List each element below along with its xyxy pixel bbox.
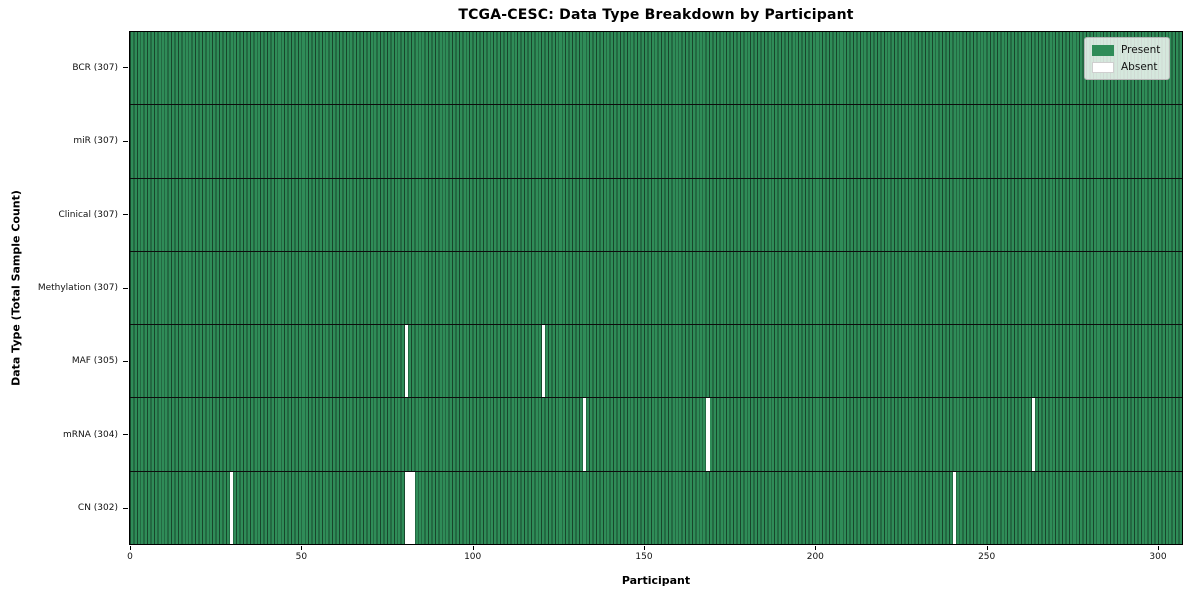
absent-bar	[582, 398, 587, 471]
x-axis: 0 50 100 150 200 250 300	[127, 546, 1182, 572]
x-tick-mark	[986, 546, 988, 550]
y-tick-mark	[123, 434, 128, 436]
x-tick-mark	[130, 546, 131, 550]
y-tick-label: MAF (305)	[71, 356, 118, 367]
x-tick-mark	[301, 546, 303, 550]
chart-title: TCGA-CESC: Data Type Breakdown by Partic…	[458, 7, 854, 23]
heatmap-row-cn	[130, 471, 1182, 544]
present-swatch	[1092, 44, 1114, 56]
y-tick-mark	[123, 287, 128, 289]
absent-swatch	[1092, 61, 1114, 73]
absent-bar	[408, 471, 412, 544]
x-tick-mark	[472, 546, 474, 550]
absent-bar	[404, 471, 408, 544]
y-tick-label: BCR (307)	[72, 62, 118, 73]
x-tick-mark	[644, 546, 645, 550]
x-tick-label: 100	[464, 552, 482, 562]
x-axis-title: Participant	[621, 574, 691, 587]
legend-label-absent: Absent	[1121, 61, 1158, 73]
legend-label-present: Present	[1121, 44, 1161, 56]
heatmap-row-maf	[130, 325, 1182, 399]
x-tick-label: 50	[295, 552, 308, 562]
absent-bar	[952, 471, 957, 544]
y-tick-mark	[123, 214, 128, 216]
y-tick-mark	[123, 360, 128, 362]
y-tick-label: miR (307)	[73, 136, 118, 147]
plot-area	[129, 31, 1183, 545]
heatmap-row-mir	[130, 105, 1182, 179]
legend-item-present: Present	[1092, 44, 1160, 56]
absent-bar	[411, 471, 415, 544]
x-tick-label: 300	[1149, 552, 1167, 562]
x-tick-label: 200	[806, 552, 824, 562]
absent-bar	[541, 325, 546, 398]
legend-item-absent: Absent	[1092, 61, 1160, 73]
y-tick-label: Clinical (307)	[58, 209, 118, 220]
x-tick-mark	[815, 546, 817, 550]
heatmap-row-methylation	[130, 251, 1182, 326]
heatmap-row-mrna	[130, 398, 1182, 472]
y-tick-mark	[123, 507, 128, 509]
heatmap-row-bcr	[130, 32, 1182, 106]
heatmap-row-clinical	[130, 178, 1182, 252]
absent-bar	[229, 471, 234, 544]
absent-bar	[1031, 398, 1036, 471]
x-tick-mark	[1158, 546, 1159, 550]
absent-bar	[706, 398, 710, 471]
y-tick-mark	[123, 67, 128, 69]
legend: Present Absent	[1084, 37, 1171, 80]
y-tick-label: mRNA (304)	[63, 429, 118, 440]
x-tick-label: 150	[635, 552, 653, 562]
x-tick-label: 250	[978, 552, 996, 562]
y-tick-mark	[123, 140, 128, 142]
y-axis: BCR (307) miR (307) Clinical (307) Methylat…	[0, 31, 129, 545]
x-tick-label: 0	[127, 552, 133, 562]
y-tick-label: CN (302)	[77, 503, 118, 514]
y-tick-label: Methylation (307)	[37, 283, 118, 293]
absent-bar	[404, 325, 408, 398]
